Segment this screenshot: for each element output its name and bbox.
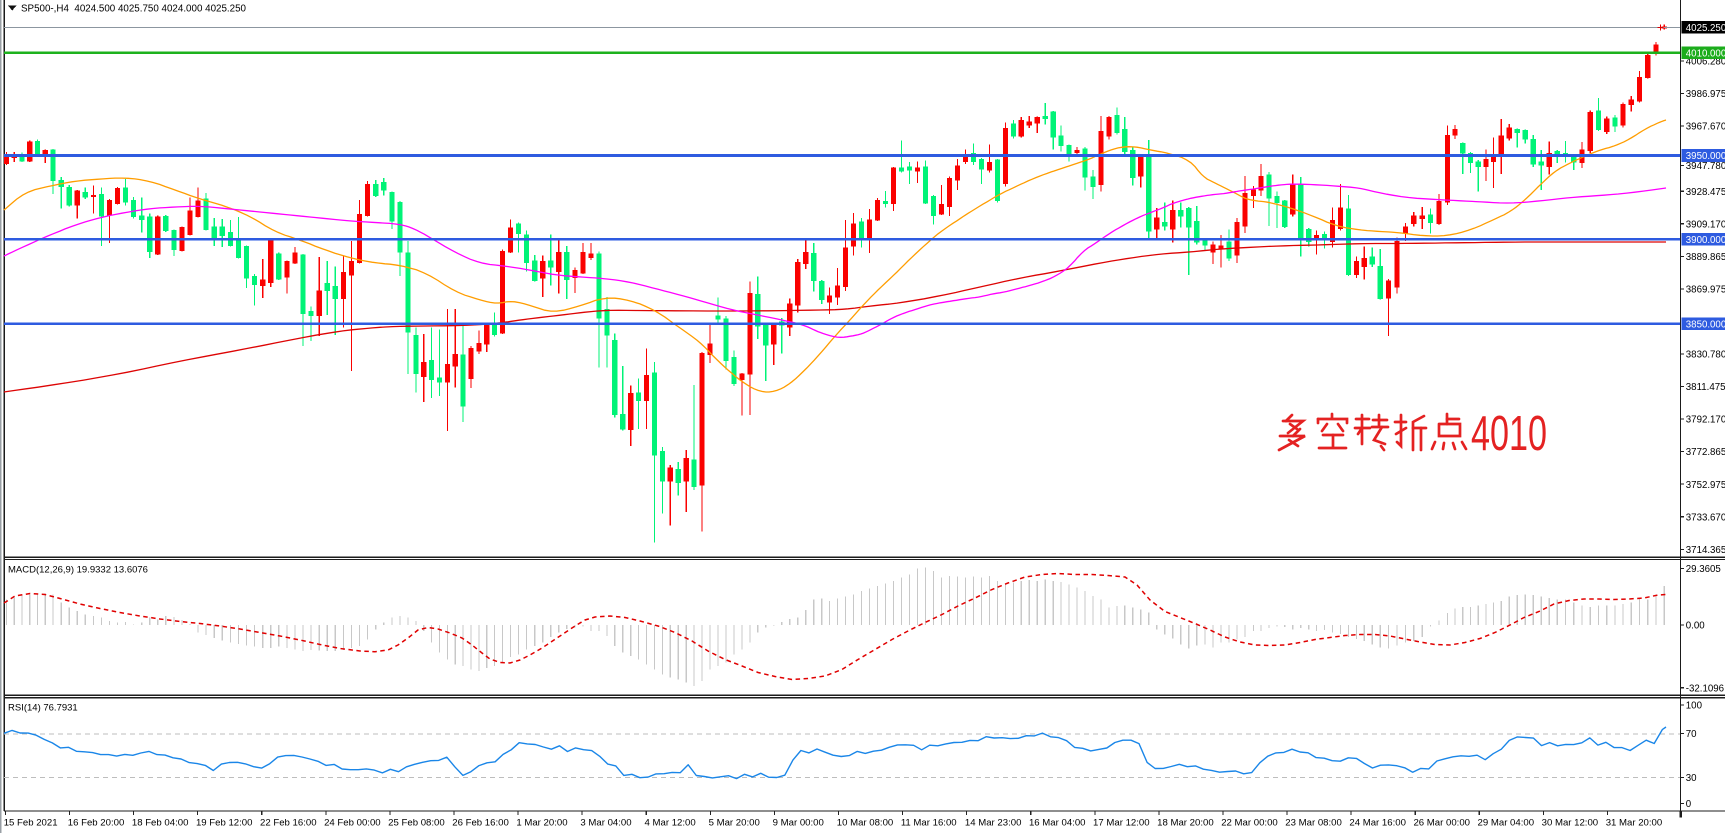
svg-text:11 Mar 16:00: 11 Mar 16:00 (901, 817, 957, 828)
svg-text:30: 30 (1686, 773, 1697, 784)
svg-text:3 Mar 04:00: 3 Mar 04:00 (580, 817, 631, 828)
svg-text:22 Mar 00:00: 22 Mar 00:00 (1221, 817, 1278, 828)
svg-text:3986.975: 3986.975 (1686, 89, 1725, 100)
svg-text:14 Mar 23:00: 14 Mar 23:00 (965, 817, 1022, 828)
svg-text:-32.1096: -32.1096 (1686, 683, 1724, 694)
svg-text:3752.975: 3752.975 (1686, 480, 1725, 491)
svg-text:24 Mar 16:00: 24 Mar 16:00 (1349, 817, 1406, 828)
svg-text:SP500-,H4 4024.500 4025.750 4: SP500-,H4 4024.500 4025.750 4024.000 402… (21, 4, 247, 15)
svg-text:3889.865: 3889.865 (1686, 252, 1725, 263)
svg-text:19 Feb 12:00: 19 Feb 12:00 (196, 817, 253, 828)
svg-text:30 Mar 12:00: 30 Mar 12:00 (1542, 817, 1599, 828)
svg-text:25 Feb 08:00: 25 Feb 08:00 (388, 817, 445, 828)
svg-text:31 Mar 20:00: 31 Mar 20:00 (1606, 817, 1663, 828)
svg-text:4006.280: 4006.280 (1686, 57, 1725, 68)
svg-text:0: 0 (1686, 799, 1692, 810)
svg-text:18 Feb 04:00: 18 Feb 04:00 (132, 817, 189, 828)
svg-text:3792.170: 3792.170 (1686, 415, 1725, 426)
svg-text:16 Mar 04:00: 16 Mar 04:00 (1029, 817, 1086, 828)
svg-text:29 Mar 04:00: 29 Mar 04:00 (1478, 817, 1535, 828)
svg-text:3909.170: 3909.170 (1686, 219, 1725, 230)
svg-text:3714.365: 3714.365 (1686, 545, 1725, 556)
svg-text:10 Mar 08:00: 10 Mar 08:00 (837, 817, 894, 828)
svg-text:3830.780: 3830.780 (1686, 350, 1725, 361)
svg-text:4025.250: 4025.250 (1686, 23, 1725, 34)
svg-text:29.3605: 29.3605 (1686, 564, 1721, 575)
svg-text:3947.780: 3947.780 (1686, 161, 1725, 172)
svg-text:22 Feb 16:00: 22 Feb 16:00 (260, 817, 317, 828)
svg-text:MACD(12,26,9) 19.9332 13.6076: MACD(12,26,9) 19.9332 13.6076 (8, 565, 148, 576)
svg-text:4010.000: 4010.000 (1686, 48, 1725, 59)
svg-text:16 Feb 20:00: 16 Feb 20:00 (68, 817, 125, 828)
svg-text:3811.475: 3811.475 (1686, 382, 1725, 393)
svg-text:3950.000: 3950.000 (1686, 151, 1725, 162)
svg-text:3900.000: 3900.000 (1686, 235, 1725, 246)
svg-text:9 Mar 00:00: 9 Mar 00:00 (773, 817, 824, 828)
svg-text:3967.670: 3967.670 (1686, 122, 1725, 133)
svg-text:0.00: 0.00 (1686, 621, 1705, 632)
svg-text:100: 100 (1686, 701, 1703, 712)
svg-text:24 Feb 00:00: 24 Feb 00:00 (324, 817, 381, 828)
svg-text:70: 70 (1686, 729, 1697, 740)
svg-text:4010: 4010 (1471, 407, 1547, 461)
svg-text:5 Mar 20:00: 5 Mar 20:00 (709, 817, 760, 828)
svg-text:3733.670: 3733.670 (1686, 512, 1725, 523)
svg-text:4 Mar 12:00: 4 Mar 12:00 (645, 817, 696, 828)
svg-text:26 Feb 16:00: 26 Feb 16:00 (452, 817, 509, 828)
svg-text:3928.475: 3928.475 (1686, 187, 1725, 198)
svg-text:3772.865: 3772.865 (1686, 447, 1725, 458)
svg-text:23 Mar 08:00: 23 Mar 08:00 (1285, 817, 1342, 828)
svg-text:17 Mar 12:00: 17 Mar 12:00 (1093, 817, 1150, 828)
svg-text:RSI(14) 76.7931: RSI(14) 76.7931 (8, 703, 78, 714)
svg-text:1 Mar 20:00: 1 Mar 20:00 (516, 817, 567, 828)
svg-text:26 Mar 00:00: 26 Mar 00:00 (1413, 817, 1470, 828)
svg-text:15 Feb 2021: 15 Feb 2021 (4, 817, 58, 828)
svg-text:18 Mar 20:00: 18 Mar 20:00 (1157, 817, 1214, 828)
svg-text:3850.000: 3850.000 (1686, 319, 1725, 330)
svg-text:3869.975: 3869.975 (1686, 284, 1725, 295)
